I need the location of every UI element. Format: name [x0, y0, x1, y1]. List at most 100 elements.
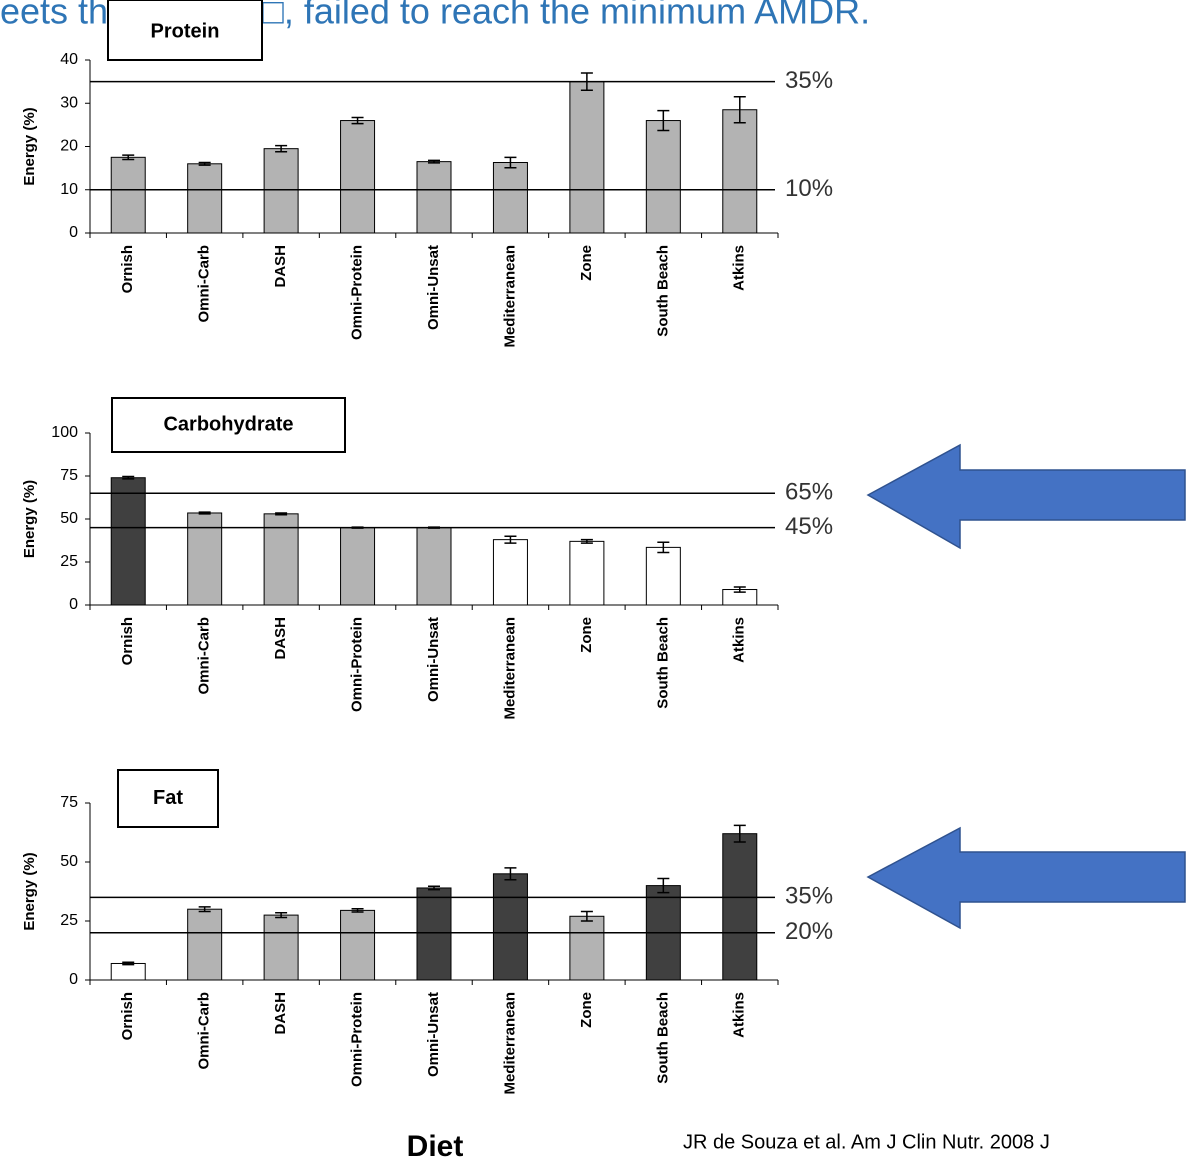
title-box	[107, 0, 263, 61]
error-bar	[580, 910, 593, 922]
bar	[416, 527, 452, 606]
bar	[340, 527, 376, 606]
error-bar	[198, 511, 211, 515]
bar	[722, 109, 758, 234]
y-tick-label: 75	[60, 794, 78, 811]
x-tick-label: Mediterranean	[501, 617, 518, 720]
y-tick-label: 50	[60, 510, 78, 527]
x-tick-label: DASH	[272, 992, 289, 1035]
error-bar	[657, 109, 670, 132]
error-bar	[198, 161, 211, 166]
y-tick-label: 0	[69, 224, 78, 241]
title-box	[117, 769, 219, 828]
error-bar	[733, 824, 746, 843]
x-tick-label: Atkins	[731, 992, 748, 1038]
reference-label: 20%	[785, 918, 833, 945]
y-tick-label: 0	[69, 971, 78, 988]
error-bar	[657, 541, 670, 554]
x-tick-label: Ornish	[119, 617, 136, 665]
y-tick-label: 100	[51, 424, 78, 441]
bar	[722, 833, 758, 981]
y-tick-label: 40	[60, 51, 78, 68]
chart-title: Protein	[151, 20, 220, 42]
chart-title: Carbohydrate	[163, 413, 293, 435]
y-axis-label: Energy (%)	[21, 480, 38, 558]
reference-label: 10%	[785, 175, 833, 202]
error-bar	[504, 535, 517, 544]
x-tick-label: South Beach	[654, 245, 671, 337]
x-tick-label: South Beach	[654, 617, 671, 709]
bar	[416, 887, 452, 981]
y-tick-label: 30	[60, 94, 78, 111]
bar	[645, 546, 681, 606]
error-bar	[504, 867, 517, 881]
x-tick-label: Zone	[578, 245, 595, 281]
bar	[416, 161, 452, 234]
bar	[110, 477, 146, 606]
y-axis-label: Energy (%)	[21, 852, 38, 930]
title-box	[111, 397, 346, 453]
error-bar	[733, 96, 746, 124]
bar	[492, 539, 528, 606]
y-tick-label: 10	[60, 181, 78, 198]
x-axis-label: Diet	[407, 1130, 464, 1163]
reference-label: 35%	[785, 883, 833, 910]
x-tick-label: Atkins	[731, 617, 748, 663]
bar	[569, 81, 605, 234]
error-bar	[428, 885, 440, 891]
reference-label: 35%	[785, 67, 833, 94]
y-axis-label: Energy (%)	[21, 107, 38, 185]
error-bar	[275, 911, 288, 919]
bar	[492, 873, 528, 981]
arrow	[866, 826, 1186, 930]
error-bar	[351, 907, 364, 913]
error-bar	[122, 475, 135, 480]
arrow	[866, 443, 1186, 550]
error-bar	[428, 159, 440, 164]
error-bar	[198, 906, 211, 913]
x-tick-label: South Beach	[654, 992, 671, 1084]
bar	[340, 120, 376, 234]
x-tick-label: Omni-Carb	[196, 245, 213, 323]
error-bar	[122, 961, 135, 966]
error-bar	[122, 154, 135, 161]
bar	[569, 540, 605, 606]
bar	[110, 156, 146, 234]
x-tick-label: Atkins	[731, 245, 748, 291]
error-bar	[580, 538, 593, 544]
error-bar	[275, 144, 288, 153]
y-tick-label: 25	[60, 912, 78, 929]
x-tick-label: Omni-Protein	[349, 245, 366, 340]
x-tick-label: Omni-Protein	[349, 992, 366, 1087]
bar	[492, 162, 528, 234]
bar	[110, 962, 146, 981]
x-tick-label: DASH	[272, 245, 289, 288]
y-tick-label: 75	[60, 467, 78, 484]
chart-title: Fat	[153, 787, 183, 809]
bar	[187, 512, 223, 606]
x-tick-label: Omni-Unsat	[425, 992, 442, 1077]
error-bar	[733, 586, 746, 593]
x-tick-label: Omni-Carb	[196, 992, 213, 1070]
error-bar	[275, 512, 288, 516]
y-tick-label: 25	[60, 553, 78, 570]
bar	[263, 148, 299, 234]
x-tick-label: Omni-Unsat	[425, 245, 442, 330]
bar	[263, 513, 299, 606]
y-tick-label: 50	[60, 853, 78, 870]
y-tick-label: 20	[60, 138, 78, 155]
x-tick-label: Zone	[578, 992, 595, 1028]
bar	[645, 120, 681, 234]
x-tick-label: Ornish	[119, 245, 136, 293]
error-bar	[351, 116, 364, 125]
bar	[263, 914, 299, 981]
x-tick-label: Mediterranean	[501, 245, 518, 348]
error-bar	[657, 877, 670, 894]
bar	[340, 909, 376, 981]
reference-label: 45%	[785, 513, 833, 540]
source: JR de Souza et al. Am J Clin Nutr. 2008 …	[683, 1131, 1050, 1153]
bar	[569, 915, 605, 981]
error-bar	[504, 156, 517, 169]
reference-label: 65%	[785, 479, 833, 506]
